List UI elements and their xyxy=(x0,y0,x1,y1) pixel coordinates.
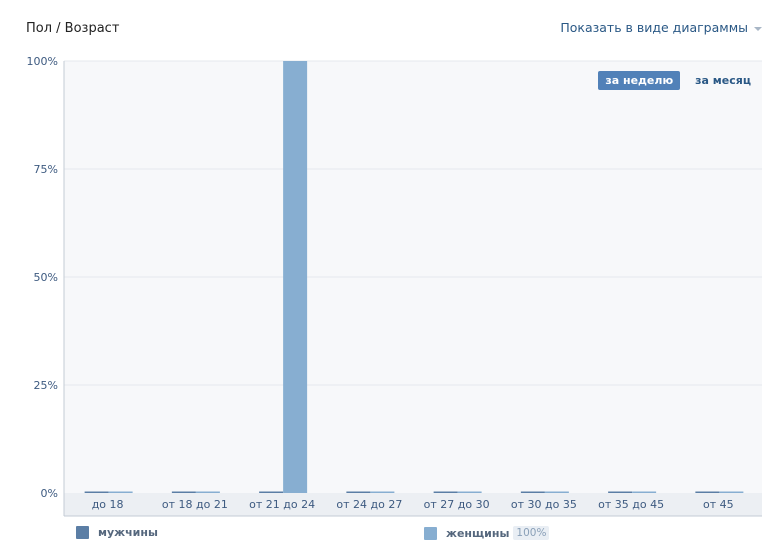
y-tick-label: 0% xyxy=(41,487,58,500)
legend-item-men[interactable]: мужчины xyxy=(76,526,158,539)
bar xyxy=(259,491,284,493)
y-tick-label: 25% xyxy=(34,379,58,392)
legend-swatch-women xyxy=(424,526,437,540)
show-as-chart-label: Показать в виде диаграммы xyxy=(560,20,748,35)
period-tabs: за неделю за месяц xyxy=(598,71,758,90)
bar xyxy=(544,491,569,493)
chart-legend: мужчины женщины 100% xyxy=(0,526,778,546)
bar xyxy=(195,491,220,493)
bar xyxy=(719,491,744,493)
bar xyxy=(283,61,308,493)
page-title: Пол / Возраст xyxy=(26,21,120,36)
bar xyxy=(171,491,196,493)
bar xyxy=(370,491,395,493)
legend-item-women[interactable]: женщины 100% xyxy=(424,526,550,540)
legend-label-men: мужчины xyxy=(98,526,158,539)
x-tick-label: от 45 xyxy=(703,498,734,511)
legend-percent-badge: 100% xyxy=(513,526,550,540)
tab-week[interactable]: за неделю xyxy=(598,71,681,90)
x-tick-label: от 18 до 21 xyxy=(162,498,228,511)
bar xyxy=(520,491,545,493)
legend-label-women: женщины xyxy=(446,526,510,540)
x-tick-label: до 18 xyxy=(92,498,124,511)
bar xyxy=(608,491,633,493)
bar xyxy=(108,491,133,493)
bar xyxy=(84,491,109,493)
chevron-down-icon xyxy=(754,26,762,31)
x-tick-label: от 35 до 45 xyxy=(598,498,664,511)
x-tick-label: от 30 до 35 xyxy=(511,498,577,511)
bar xyxy=(632,491,657,493)
bar xyxy=(433,491,458,493)
x-axis-band xyxy=(64,493,762,516)
show-as-chart-toggle[interactable]: Показать в виде диаграммы xyxy=(560,20,762,35)
x-tick-label: от 24 до 27 xyxy=(336,498,402,511)
x-tick-label: от 21 до 24 xyxy=(249,498,315,511)
legend-swatch-men xyxy=(76,526,89,539)
y-tick-label: 75% xyxy=(34,163,58,176)
bar xyxy=(695,491,720,493)
tab-month[interactable]: за месяц xyxy=(695,74,751,87)
y-tick-label: 50% xyxy=(34,271,58,284)
bar xyxy=(457,491,482,493)
bar xyxy=(346,491,371,493)
y-tick-label: 100% xyxy=(27,55,58,68)
x-tick-label: от 27 до 30 xyxy=(424,498,490,511)
